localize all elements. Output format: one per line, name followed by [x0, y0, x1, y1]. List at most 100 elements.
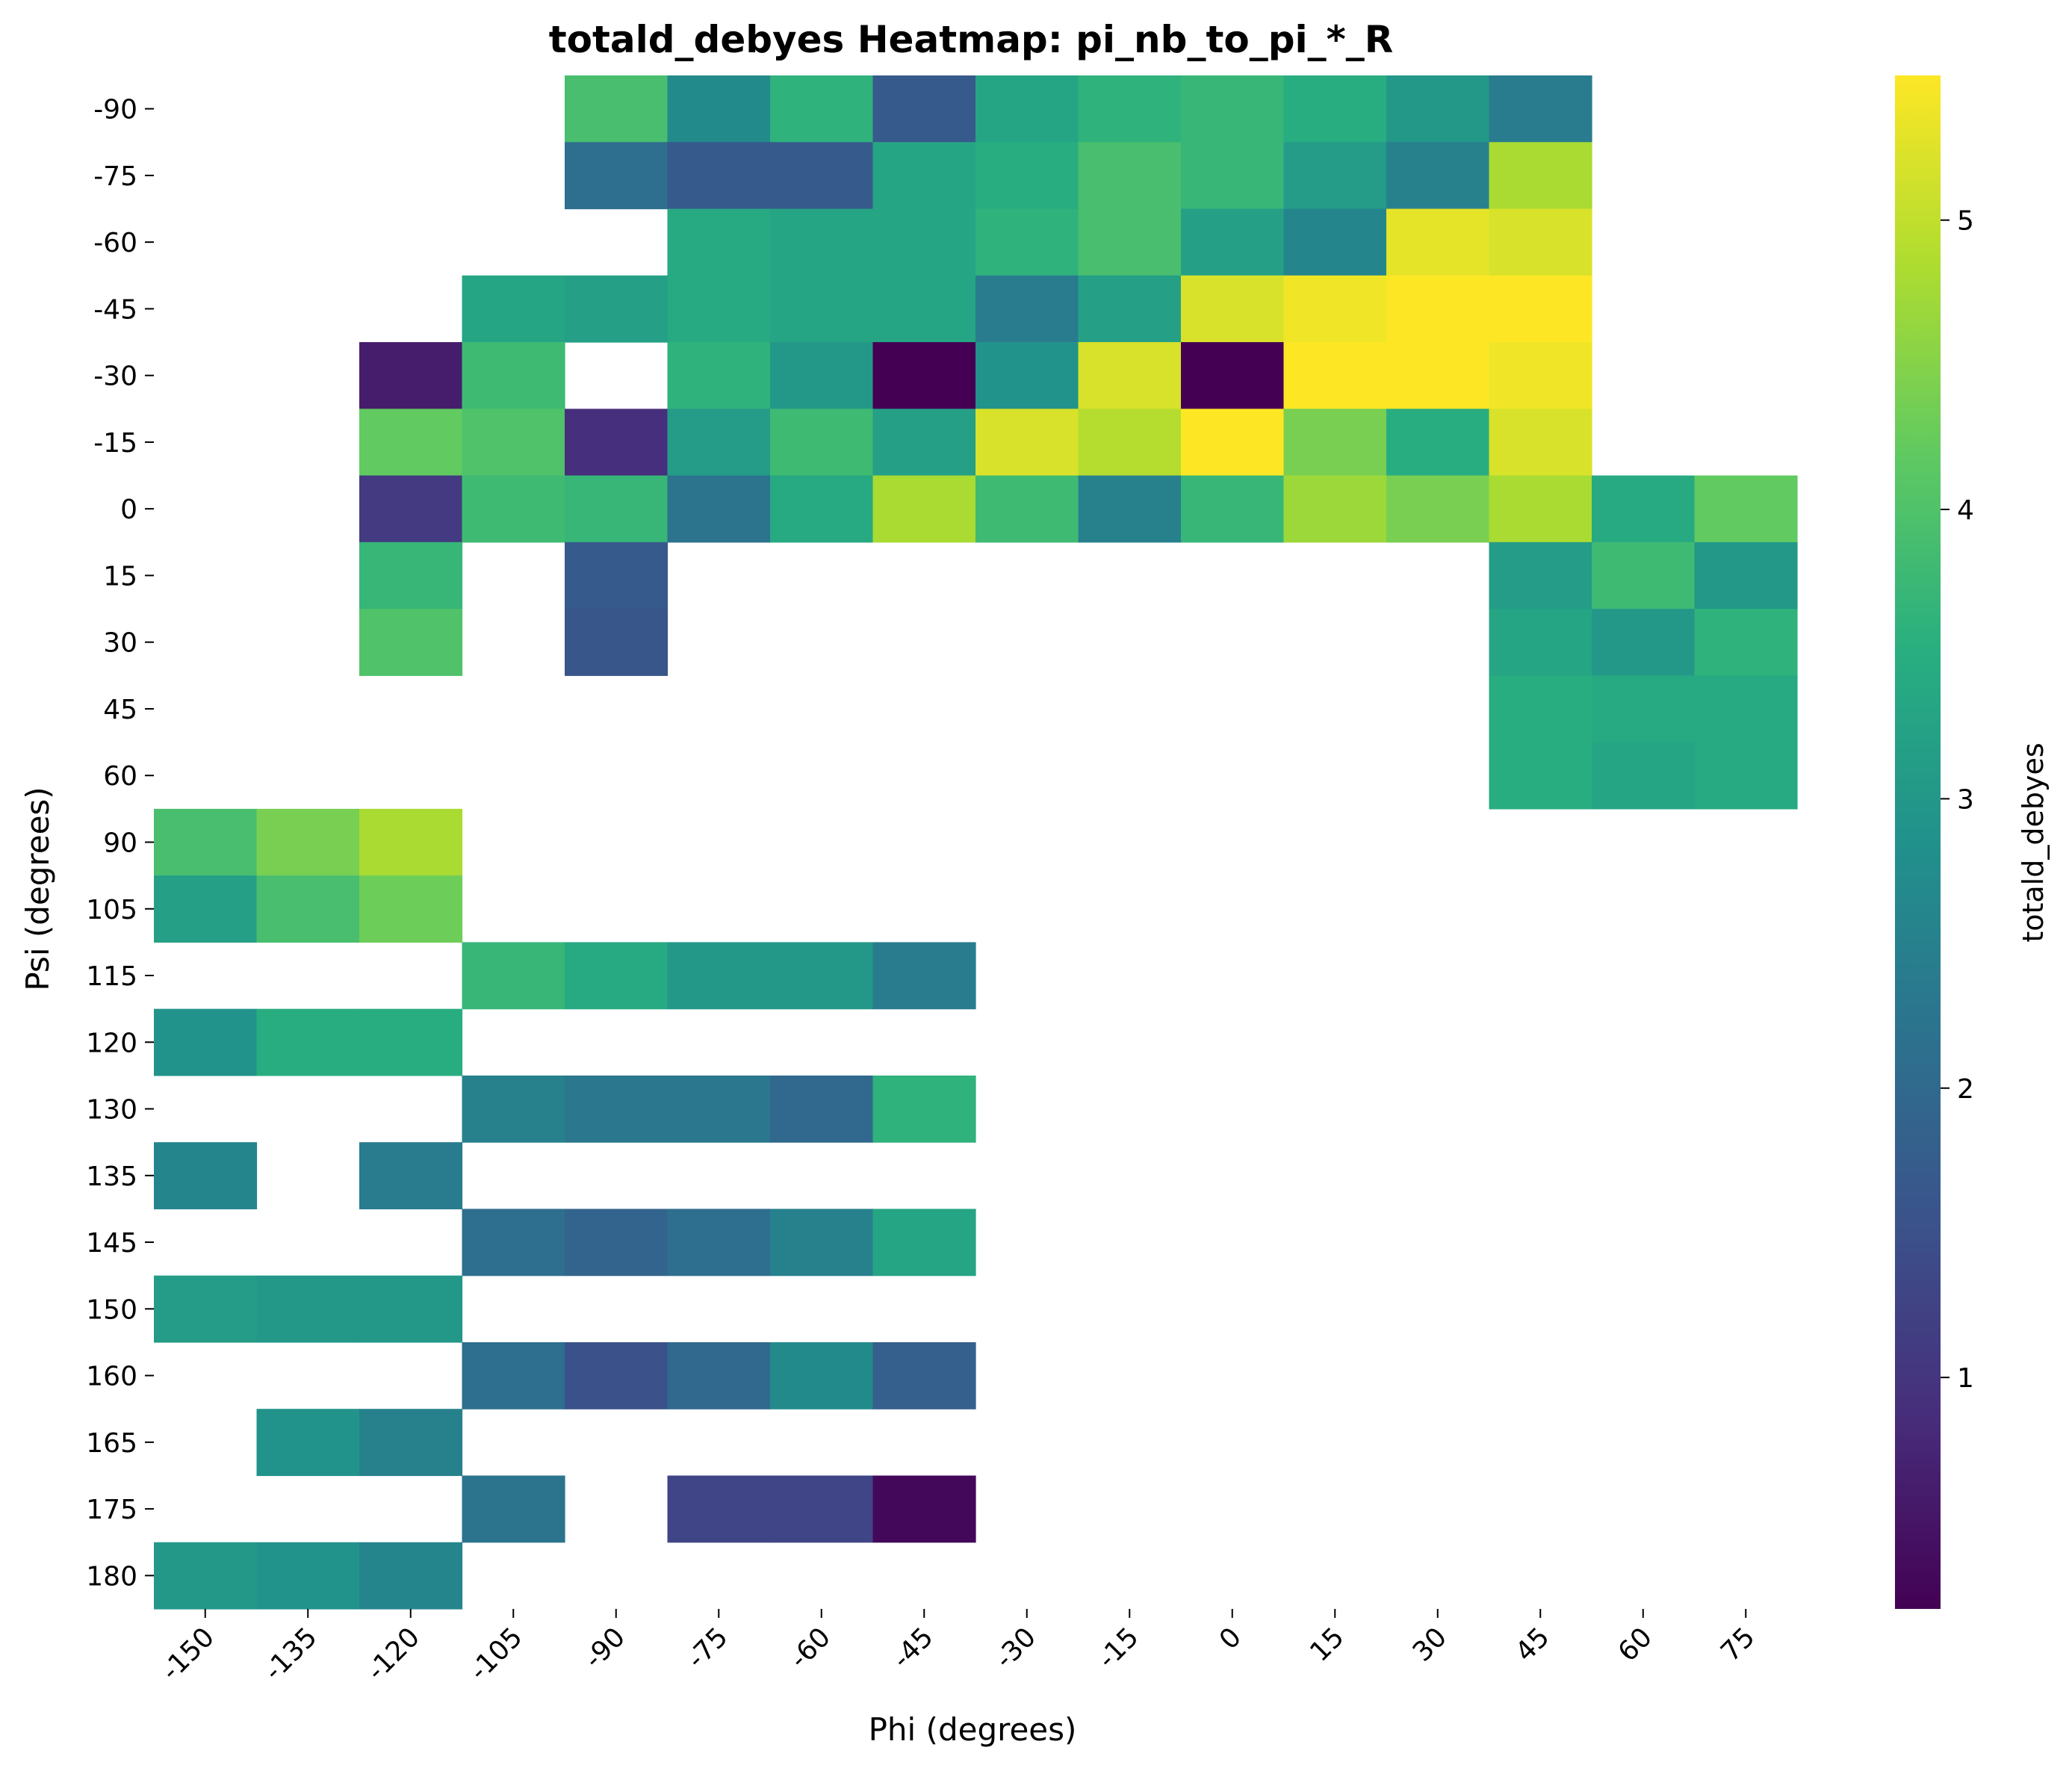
- heatmap-cell: [1078, 208, 1182, 276]
- heatmap-cell: [975, 342, 1079, 409]
- y-axis-label: Psi (degrees): [19, 787, 56, 990]
- y-tick-label: -45: [93, 294, 137, 325]
- heatmap-cell: [975, 409, 1079, 477]
- heatmap-cell: [667, 409, 771, 477]
- heatmap-cell: [359, 1142, 463, 1210]
- heatmap-cell: [462, 942, 565, 1010]
- x-tick-label: -45: [887, 1622, 940, 1675]
- heatmap-cell: [975, 275, 1079, 343]
- heatmap-cell: [770, 1342, 874, 1409]
- heatmap-cell: [667, 75, 771, 143]
- heatmap-cell: [462, 342, 565, 409]
- x-tick-label: -135: [258, 1622, 323, 1687]
- heatmap-cell: [872, 1342, 976, 1409]
- heatmap-cell: [462, 1475, 565, 1543]
- heatmap-cell: [1181, 409, 1285, 477]
- x-tick-label: 45: [1510, 1622, 1555, 1667]
- x-tick-label: -30: [990, 1622, 1043, 1675]
- heatmap-cell: [1489, 675, 1592, 743]
- heatmap-cell: [770, 1475, 874, 1543]
- y-tick-label: 180: [86, 1561, 137, 1592]
- heatmap-cell: [1386, 342, 1490, 409]
- heatmap-cell: [565, 1342, 669, 1409]
- heatmap-cell: [770, 75, 874, 143]
- heatmap-cell: [1078, 409, 1182, 477]
- heatmap-cell: [667, 1075, 771, 1143]
- heatmap-cell: [1386, 208, 1490, 276]
- heatmap-cell: [975, 142, 1079, 210]
- heatmap-cell: [1386, 275, 1490, 343]
- y-tick-label: 135: [86, 1161, 137, 1192]
- heatmap-cell: [872, 1209, 976, 1277]
- heatmap-cell: [565, 609, 669, 676]
- heatmap-cell: [1181, 275, 1285, 343]
- heatmap-cell: [1181, 75, 1285, 143]
- heatmap-cell: [1489, 609, 1592, 676]
- y-tick-label: 150: [86, 1294, 137, 1325]
- x-tick-label: 60: [1613, 1622, 1658, 1667]
- x-tick-label: -60: [784, 1622, 837, 1675]
- heatmap-cell: [359, 475, 463, 543]
- heatmap-cell: [256, 875, 360, 943]
- heatmap-cell: [359, 808, 463, 876]
- heatmap-cell: [1489, 409, 1592, 477]
- colorbar-ticks: 1 2 3 4 5: [1941, 206, 1974, 1394]
- y-tick-label: 165: [86, 1428, 137, 1459]
- heatmap-cell: [1283, 475, 1387, 543]
- y-tick-label: 145: [86, 1228, 137, 1259]
- colorbar-label: totald_debyes: [2017, 742, 2050, 942]
- y-tick-label: 90: [103, 828, 137, 858]
- x-tick-label: -90: [579, 1622, 632, 1675]
- x-tick-label: -150: [155, 1622, 220, 1687]
- heatmap-cell: [1078, 142, 1182, 210]
- colorbar-tick-label: 4: [1957, 495, 1974, 526]
- x-tick-label: 0: [1214, 1622, 1247, 1655]
- x-tick-label: -105: [464, 1622, 529, 1687]
- heatmap-cell: [872, 142, 976, 210]
- heatmap-cell: [872, 409, 976, 477]
- heatmap-cell: [1489, 75, 1592, 143]
- y-tick-label: 175: [86, 1495, 137, 1525]
- y-tick-label: -90: [93, 95, 137, 125]
- x-tick-label: 30: [1407, 1622, 1453, 1667]
- heatmap-cell: [256, 1275, 360, 1343]
- heatmap-cell: [1078, 275, 1182, 343]
- heatmap-cell: [770, 475, 874, 543]
- heatmap-cell: [1592, 675, 1696, 743]
- heatmap-cell: [154, 808, 258, 876]
- heatmap-cell: [872, 75, 976, 143]
- heatmap-cell: [872, 275, 976, 343]
- heatmap-cell: [1078, 475, 1182, 543]
- y-tick-label: -75: [93, 161, 137, 192]
- heatmap-cell: [359, 1008, 463, 1076]
- y-tick-label: 160: [86, 1362, 137, 1392]
- heatmap-cell: [872, 208, 976, 276]
- heatmap-cell: [770, 1209, 874, 1277]
- heatmap-cell: [770, 1075, 874, 1143]
- heatmap-cell: [565, 409, 669, 477]
- heatmap-cell: [1181, 342, 1285, 409]
- heatmap-cell: [667, 208, 771, 276]
- heatmap-cell: [1489, 208, 1592, 276]
- y-tick-label: 105: [86, 895, 137, 925]
- heatmap-cell: [359, 1275, 463, 1343]
- heatmap-cell: [256, 808, 360, 876]
- heatmap-cell: [565, 75, 669, 143]
- y-tick-label: -60: [93, 228, 137, 258]
- heatmap-cell: [1489, 275, 1592, 343]
- heatmap-cell: [770, 942, 874, 1010]
- heatmap-cell: [872, 1475, 976, 1543]
- heatmap-cell: [667, 475, 771, 543]
- heatmap-cell: [565, 942, 669, 1010]
- heatmap-cell: [1181, 208, 1285, 276]
- heatmap-cell: [565, 542, 669, 610]
- y-tick-label: 115: [86, 961, 137, 992]
- heatmap-cell: [565, 1209, 669, 1277]
- heatmap-cell: [1283, 142, 1387, 210]
- heatmap-cell: [1386, 142, 1490, 210]
- heatmap-cell: [359, 609, 463, 676]
- heatmap-cells: [154, 75, 1798, 1610]
- colorbar: [1895, 75, 1941, 1609]
- heatmap-cell: [154, 875, 258, 943]
